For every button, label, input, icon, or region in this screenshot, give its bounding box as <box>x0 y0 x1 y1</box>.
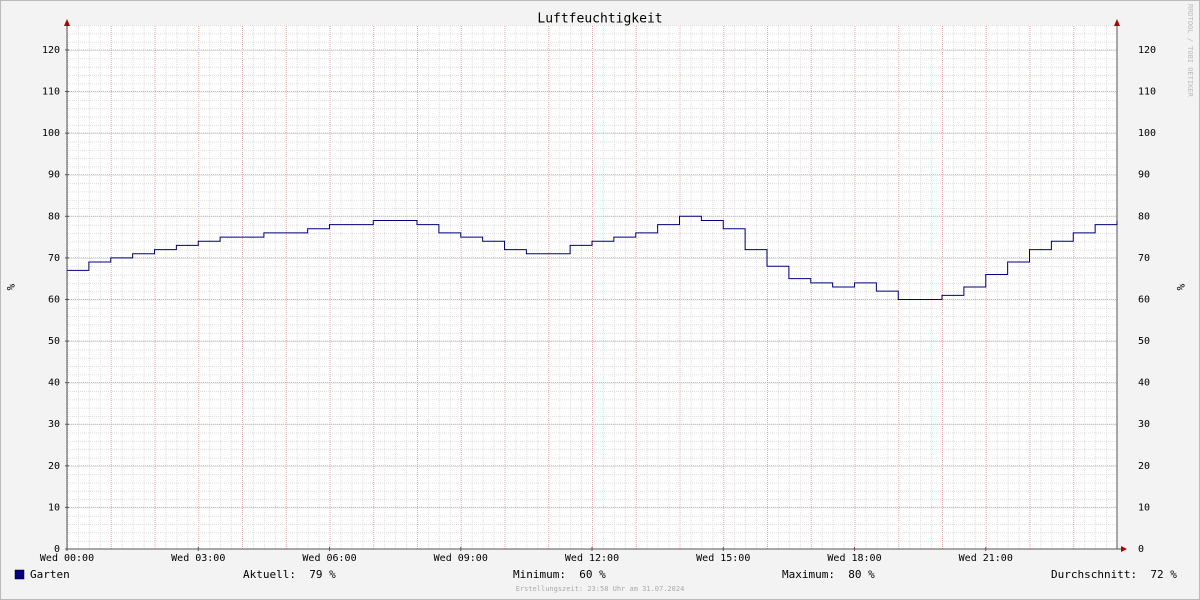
x-tick-label: Wed 12:00 <box>565 553 619 564</box>
y-tick-label: 50 <box>48 336 60 347</box>
y-tick-label-right: 30 <box>1138 419 1150 430</box>
stat-value: 80 <box>848 568 861 581</box>
y-axis-label-right: % <box>1174 284 1187 291</box>
stat-label: Maximum: <box>782 568 835 581</box>
y-tick-label: 90 <box>48 170 60 181</box>
y-tick-label: 70 <box>48 253 60 264</box>
y-tick-label-right: 110 <box>1138 87 1156 98</box>
y-tick-label: 120 <box>42 45 60 56</box>
axis-arrow <box>64 19 70 26</box>
stat-label: Durchschnitt: <box>1051 568 1137 581</box>
y-tick-label-right: 0 <box>1138 544 1144 555</box>
y-tick-label-right: 20 <box>1138 461 1150 472</box>
y-tick-label-right: 50 <box>1138 336 1150 347</box>
y-tick-label-right: 10 <box>1138 502 1150 513</box>
stat-value: 79 <box>309 568 322 581</box>
x-tick-label: Wed 15:00 <box>696 553 750 564</box>
legend-stat: Durchschnitt: 72 % <box>1051 568 1177 581</box>
stat-value: 72 <box>1150 568 1163 581</box>
axis-arrow <box>1114 19 1120 26</box>
y-tick-label: 20 <box>48 461 60 472</box>
y-tick-label: 100 <box>42 128 60 139</box>
y-tick-label: 30 <box>48 419 60 430</box>
x-tick-label: Wed 03:00 <box>171 553 225 564</box>
legend-label: Garten <box>30 568 70 581</box>
y-tick-label-right: 90 <box>1138 170 1150 181</box>
chart-title: Luftfeuchtigkeit <box>537 12 662 27</box>
stat-unit: % <box>1170 568 1177 581</box>
data-line <box>67 215 1118 300</box>
watermark: RRDTOOL / TOBI OETIKER <box>1186 4 1194 98</box>
y-tick-label-right: 40 <box>1138 378 1150 389</box>
x-tick-label: Wed 21:00 <box>959 553 1013 564</box>
y-axis-label: % <box>4 284 17 291</box>
stat-unit: % <box>868 568 875 581</box>
x-tick-label: Wed 09:00 <box>434 553 488 564</box>
y-tick-label-right: 60 <box>1138 294 1150 305</box>
footer: Erstellungszeit: 23:58 Uhr am 31.07.2024 <box>516 585 685 593</box>
y-tick-label-right: 70 <box>1138 253 1150 264</box>
stat-unit: % <box>599 568 606 581</box>
stat-label: Minimum: <box>513 568 566 581</box>
x-tick-label: Wed 06:00 <box>302 553 356 564</box>
y-tick-label: 40 <box>48 378 60 389</box>
legend-stat: Aktuell: 79 % <box>243 568 336 581</box>
x-tick-label: Wed 00:00 <box>40 553 94 564</box>
x-tick-label: Wed 18:00 <box>827 553 881 564</box>
legend-swatch <box>14 569 25 580</box>
y-tick-label: 60 <box>48 294 60 305</box>
axis-arrow <box>1121 546 1127 552</box>
y-tick-label-right: 100 <box>1138 128 1156 139</box>
y-tick-label: 10 <box>48 502 60 513</box>
y-tick-label-right: 80 <box>1138 211 1150 222</box>
stat-value: 60 <box>579 568 592 581</box>
y-tick-label: 110 <box>42 87 60 98</box>
y-tick-label: 80 <box>48 211 60 222</box>
stat-unit: % <box>329 568 336 581</box>
y-tick-label-right: 120 <box>1138 45 1156 56</box>
stat-label: Aktuell: <box>243 568 296 581</box>
y-tick-label: 0 <box>54 544 60 555</box>
legend-stat: Minimum: 60 % <box>513 568 606 581</box>
minor-grid-y <box>67 25 1117 549</box>
legend-stat: Maximum: 80 % <box>782 568 875 581</box>
